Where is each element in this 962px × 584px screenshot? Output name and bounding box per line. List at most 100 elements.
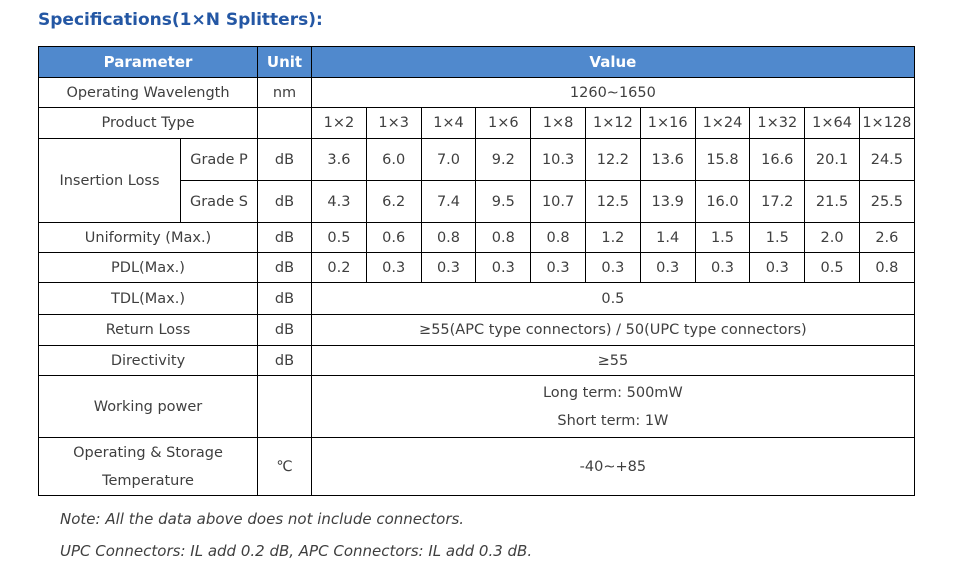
value-cell: 0.3: [475, 252, 532, 283]
working-power-short-term: Short term: 1W: [557, 412, 669, 429]
product-type-cell: 1×24: [694, 107, 751, 139]
value-cell: 1260∼1650: [311, 77, 915, 108]
value-cell: 1.4: [639, 222, 696, 253]
table-row: Return Loss dB ≥55(APC type connectors) …: [38, 314, 915, 346]
row-label-tdl: TDL(Max.): [38, 282, 258, 315]
value-cell: 2.0: [804, 222, 860, 253]
unit-cell: dB: [257, 138, 312, 181]
value-cell: 0.2: [311, 252, 367, 283]
value-cell: 10.3: [530, 138, 586, 181]
unit-cell: nm: [257, 77, 312, 108]
table-header-row: Parameter Unit Value: [38, 46, 915, 78]
note-line-1: Note: All the data above does not includ…: [60, 510, 465, 528]
value-cell: 13.9: [639, 180, 696, 223]
value-cell: -40∼+85: [311, 437, 915, 496]
value-cell: 24.5: [858, 138, 915, 181]
col-header-unit: Unit: [257, 46, 312, 78]
value-cell: 0.3: [530, 252, 586, 283]
row-label-grade-s: Grade S: [180, 180, 258, 223]
note-line-2: UPC Connectors: IL add 0.2 dB, APC Conne…: [60, 542, 533, 560]
value-cell: 7.0: [420, 138, 477, 181]
value-cell: 25.5: [858, 180, 915, 223]
unit-cell: dB: [257, 282, 312, 315]
table-row: TDL(Max.) dB 0.5: [38, 282, 915, 315]
row-label-operating-wavelength: Operating Wavelength: [38, 77, 258, 108]
value-cell: 1.5: [694, 222, 751, 253]
temperature-label-line2: Temperature: [102, 472, 194, 489]
value-cell: 17.2: [749, 180, 806, 223]
product-type-cell: 1×4: [420, 107, 477, 139]
table-row: Working power Long term: 500mW Short ter…: [38, 375, 915, 438]
value-cell: 0.8: [530, 222, 586, 253]
row-label-grade-p: Grade P: [180, 138, 258, 181]
value-cell: 21.5: [804, 180, 860, 223]
value-cell: 3.6: [311, 138, 367, 181]
row-label-working-power: Working power: [38, 375, 258, 438]
unit-cell: dB: [257, 345, 312, 376]
table-row: Insertion Loss Grade P dB 3.6 6.0 7.0 9.…: [38, 138, 915, 223]
product-type-cell: 1×8: [530, 107, 586, 139]
row-label-uniformity: Uniformity (Max.): [38, 222, 258, 253]
table-row: Directivity dB ≥55: [38, 345, 915, 376]
value-cell: 1.2: [584, 222, 641, 253]
unit-cell: [257, 375, 312, 438]
product-type-cell: 1×32: [749, 107, 806, 139]
unit-cell: ℃: [257, 437, 312, 496]
value-cell: 6.2: [365, 180, 422, 223]
value-cell: 15.8: [694, 138, 751, 181]
value-cell: Long term: 500mW Short term: 1W: [311, 375, 915, 438]
row-label-return-loss: Return Loss: [38, 314, 258, 346]
temperature-label-line1: Operating & Storage: [73, 444, 223, 461]
product-type-cell: 1×64: [804, 107, 860, 139]
col-header-value: Value: [311, 46, 915, 78]
value-cell: 10.7: [530, 180, 586, 223]
value-cell: 6.0: [365, 138, 422, 181]
product-type-cell: 1×2: [311, 107, 367, 139]
table-row: Uniformity (Max.) dB 0.5 0.6 0.8 0.8 0.8…: [38, 222, 915, 253]
value-cell: 0.5: [804, 252, 860, 283]
table-row: Grade S dB 4.3 6.2 7.4 9.5 10.7 12.5 13.…: [39, 180, 915, 223]
value-cell: ≥55(APC type connectors) / 50(UPC type c…: [311, 314, 915, 346]
row-label-temperature: Operating & Storage Temperature: [38, 437, 258, 496]
value-cell: 9.2: [475, 138, 532, 181]
value-cell: 0.5: [311, 282, 915, 315]
value-cell: 0.3: [584, 252, 641, 283]
page-title: Specifications(1×N Splitters):: [38, 10, 323, 30]
value-cell: 0.3: [694, 252, 751, 283]
value-cell: 9.5: [475, 180, 532, 223]
product-type-cell: 1×16: [639, 107, 696, 139]
row-label-directivity: Directivity: [38, 345, 258, 376]
notes-section: Note: All the data above does not includ…: [60, 510, 962, 560]
value-cell: 16.0: [694, 180, 751, 223]
col-header-parameter: Parameter: [38, 46, 258, 78]
table-row: Product Type 1×2 1×3 1×4 1×6 1×8 1×12 1×…: [38, 107, 915, 139]
value-cell: 13.6: [639, 138, 696, 181]
working-power-long-term: Long term: 500mW: [542, 384, 683, 401]
unit-cell: dB: [257, 222, 312, 253]
product-type-cell: 1×128: [858, 107, 915, 139]
value-cell: 0.8: [475, 222, 532, 253]
value-cell: 0.3: [365, 252, 422, 283]
document-page: Specifications(1×N Splitters): Parameter…: [38, 10, 962, 560]
value-cell: 1.5: [749, 222, 806, 253]
value-cell: 0.3: [639, 252, 696, 283]
unit-cell: dB: [257, 180, 312, 223]
table-row: Operating & Storage Temperature ℃ -40∼+8…: [38, 437, 915, 496]
product-type-cell: 1×6: [475, 107, 532, 139]
row-label-insertion-loss: Insertion Loss: [38, 138, 181, 223]
value-cell: 0.8: [858, 252, 915, 283]
row-label-product-type: Product Type: [38, 107, 258, 139]
value-cell: 4.3: [311, 180, 367, 223]
value-cell: ≥55: [311, 345, 915, 376]
row-label-pdl: PDL(Max.): [38, 252, 258, 283]
unit-cell: dB: [257, 314, 312, 346]
product-type-cell: 1×3: [365, 107, 422, 139]
unit-cell: dB: [257, 252, 312, 283]
value-cell: 20.1: [804, 138, 860, 181]
value-cell: 2.6: [858, 222, 915, 253]
value-cell: 16.6: [749, 138, 806, 181]
value-cell: 0.8: [420, 222, 477, 253]
value-cell: 12.5: [584, 180, 641, 223]
value-cell: 0.3: [749, 252, 806, 283]
table-row: PDL(Max.) dB 0.2 0.3 0.3 0.3 0.3 0.3 0.3…: [38, 252, 915, 283]
